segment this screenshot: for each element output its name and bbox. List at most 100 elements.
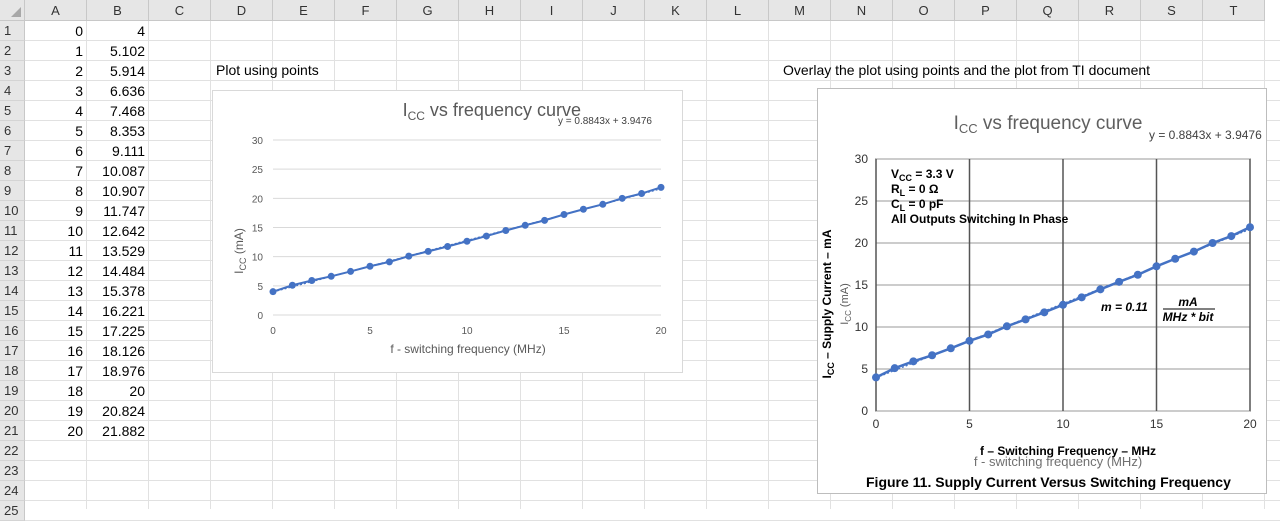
row-header-25[interactable]: 25 [0, 501, 25, 521]
cell-b7[interactable]: 9.111 [112, 143, 145, 159]
cell-b5[interactable]: 7.468 [109, 103, 145, 119]
grid-vline [768, 21, 769, 509]
chartL-point [308, 277, 316, 285]
chartR-point [1189, 247, 1198, 256]
chartL-ytick-label: 10 [252, 253, 264, 264]
cell-a19[interactable]: 18 [67, 383, 83, 399]
row-header-13[interactable]: 13 [0, 261, 25, 281]
chartL-xtick-label: 20 [655, 326, 667, 337]
cell-a8[interactable]: 7 [75, 163, 83, 179]
row-header-22[interactable]: 22 [0, 441, 25, 461]
cell-a11[interactable]: 10 [67, 223, 83, 239]
cell-a17[interactable]: 16 [67, 343, 83, 359]
column-header-m[interactable]: M [769, 0, 831, 21]
cell-b16[interactable]: 17.225 [102, 323, 145, 339]
cell-b11[interactable]: 12.642 [102, 223, 145, 239]
cell-a18[interactable]: 17 [67, 363, 83, 379]
row-header-24[interactable]: 24 [0, 481, 25, 501]
column-header-o[interactable]: O [893, 0, 955, 21]
cell-b1[interactable]: 4 [137, 23, 145, 39]
row-header-12[interactable]: 12 [0, 241, 25, 261]
cell-a14[interactable]: 13 [67, 283, 83, 299]
chartL-ytick-label: 25 [252, 165, 264, 176]
column-header-l[interactable]: L [707, 0, 769, 21]
row-header-17[interactable]: 17 [0, 341, 25, 361]
cell-b9[interactable]: 10.907 [102, 183, 145, 199]
cell-b19[interactable]: 20 [129, 383, 145, 399]
cell-a21[interactable]: 20 [67, 423, 83, 439]
row-header-18[interactable]: 18 [0, 361, 25, 381]
column-header-a[interactable]: A [25, 0, 87, 21]
chartL-point [463, 237, 471, 245]
row-header-15[interactable]: 15 [0, 301, 25, 321]
row-header-20[interactable]: 20 [0, 401, 25, 421]
cell-b4[interactable]: 6.636 [109, 83, 145, 99]
cell-b6[interactable]: 8.353 [109, 123, 145, 139]
row-header-9[interactable]: 9 [0, 181, 25, 201]
column-header-q[interactable]: Q [1017, 0, 1079, 21]
cell-m3-label[interactable]: Overlay the plot using points and the pl… [783, 62, 1151, 78]
column-header-f[interactable]: F [335, 0, 397, 21]
cell-a6[interactable]: 5 [75, 123, 83, 139]
cell-a10[interactable]: 9 [75, 203, 83, 219]
row-header-10[interactable]: 10 [0, 201, 25, 221]
cell-b21[interactable]: 21.882 [102, 423, 145, 439]
cell-a5[interactable]: 4 [75, 103, 83, 119]
row-header-7[interactable]: 7 [0, 141, 25, 161]
select-all-corner[interactable] [0, 0, 25, 21]
column-header-p[interactable]: P [955, 0, 1017, 21]
row-header-3[interactable]: 3 [0, 61, 25, 81]
cell-b2[interactable]: 5.102 [109, 43, 145, 59]
row-header-19[interactable]: 19 [0, 381, 25, 401]
row-header-6[interactable]: 6 [0, 121, 25, 141]
cell-b17[interactable]: 18.126 [102, 343, 145, 359]
cell-a3[interactable]: 2 [75, 63, 83, 79]
column-header-j[interactable]: J [583, 0, 645, 21]
column-header-r[interactable]: R [1079, 0, 1141, 21]
cell-a7[interactable]: 6 [75, 143, 83, 159]
row-header-4[interactable]: 4 [0, 81, 25, 101]
chart-left[interactable]: ICC vs frequency curve y = 0.8843x + 3.9… [212, 90, 683, 373]
cell-b18[interactable]: 18.976 [102, 363, 145, 379]
row-header-16[interactable]: 16 [0, 321, 25, 341]
cell-b3[interactable]: 5.914 [109, 63, 145, 79]
row-header-1[interactable]: 1 [0, 21, 25, 41]
column-header-d[interactable]: D [211, 0, 273, 21]
row-header-2[interactable]: 2 [0, 41, 25, 61]
row-header-14[interactable]: 14 [0, 281, 25, 301]
column-header-e[interactable]: E [273, 0, 335, 21]
cell-b8[interactable]: 10.087 [102, 163, 145, 179]
column-header-t[interactable]: T [1203, 0, 1265, 21]
cell-a20[interactable]: 19 [67, 403, 83, 419]
column-header-k[interactable]: K [645, 0, 707, 21]
chartL-xtick-label: 5 [367, 326, 373, 337]
cell-a1[interactable]: 0 [75, 23, 83, 39]
column-header-i[interactable]: I [521, 0, 583, 21]
cell-a15[interactable]: 14 [67, 303, 83, 319]
cell-b15[interactable]: 16.221 [102, 303, 145, 319]
row-header-8[interactable]: 8 [0, 161, 25, 181]
column-header-b[interactable]: B [87, 0, 149, 21]
cell-a4[interactable]: 3 [75, 83, 83, 99]
cell-a9[interactable]: 8 [75, 183, 83, 199]
row-header-21[interactable]: 21 [0, 421, 25, 441]
column-header-c[interactable]: C [149, 0, 211, 21]
column-header-n[interactable]: N [831, 0, 893, 21]
cell-d3-label[interactable]: Plot using points [216, 62, 319, 78]
cell-b13[interactable]: 14.484 [102, 263, 145, 279]
cell-b20[interactable]: 20.824 [102, 403, 145, 419]
column-header-g[interactable]: G [397, 0, 459, 21]
row-header-11[interactable]: 11 [0, 221, 25, 241]
cell-a16[interactable]: 15 [67, 323, 83, 339]
cell-a13[interactable]: 12 [67, 263, 83, 279]
cell-b12[interactable]: 13.529 [102, 243, 145, 259]
ti-figure[interactable]: ICC vs frequency curve y = 0.8843x + 3.9… [817, 88, 1267, 494]
cell-a12[interactable]: 11 [68, 243, 83, 259]
row-header-23[interactable]: 23 [0, 461, 25, 481]
cell-b14[interactable]: 15.378 [102, 283, 145, 299]
column-header-h[interactable]: H [459, 0, 521, 21]
cell-a2[interactable]: 1 [75, 43, 83, 59]
column-header-s[interactable]: S [1141, 0, 1203, 21]
cell-b10[interactable]: 11.747 [103, 203, 145, 219]
row-header-5[interactable]: 5 [0, 101, 25, 121]
